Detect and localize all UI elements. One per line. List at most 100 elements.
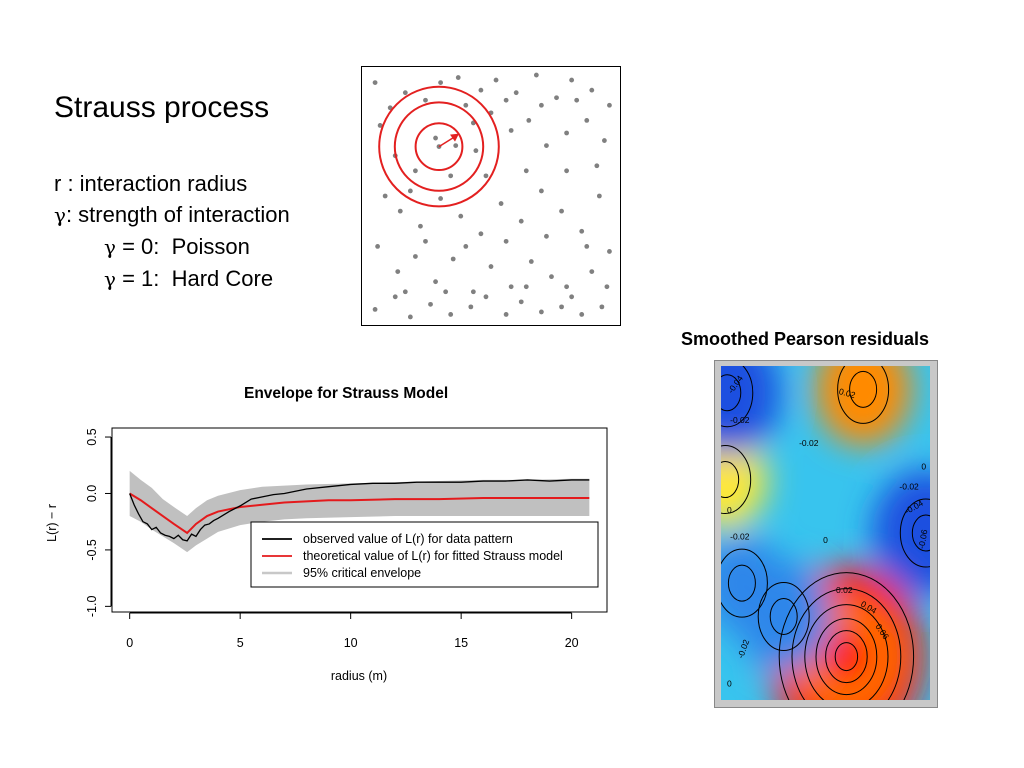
pattern-point — [607, 249, 612, 254]
pattern-point — [478, 231, 484, 237]
point-pattern-chart — [361, 66, 621, 326]
pattern-point — [569, 294, 575, 300]
contour-line — [778, 572, 915, 700]
bullet-interaction-radius: r : interaction radius — [54, 168, 290, 199]
pattern-point — [564, 284, 569, 290]
radius-arrow — [438, 133, 459, 148]
contour-label: -0.02 — [899, 482, 919, 492]
x-axis: 0 5 10 15 20 — [126, 612, 579, 650]
contour-line — [769, 598, 798, 635]
heatmap-blob — [721, 534, 784, 633]
pattern-point — [503, 238, 509, 244]
pattern-point — [453, 143, 459, 148]
legend-label-envelope: 95% critical envelope — [303, 566, 421, 580]
pattern-point — [488, 264, 494, 269]
pattern-point — [372, 80, 378, 85]
contour-line — [727, 564, 756, 602]
contour-line — [837, 366, 890, 424]
contour-line — [849, 370, 878, 408]
pattern-point — [483, 173, 489, 179]
pattern-point — [418, 223, 423, 229]
pattern-point — [438, 80, 443, 85]
contour-label: -0.02 — [799, 438, 819, 448]
y-axis-label: L(r) − r — [45, 504, 59, 542]
contour-line — [815, 618, 878, 696]
y-tick-label: 0.0 — [85, 485, 99, 502]
heatmap-blob — [819, 625, 874, 688]
x-tick-label: 10 — [344, 636, 358, 650]
y-tick-label: -0.5 — [85, 539, 99, 561]
theoretical-line — [129, 492, 590, 535]
x-tick-label: 20 — [565, 636, 579, 650]
y-tick-label: 0.5 — [85, 428, 99, 445]
pattern-point — [574, 97, 580, 103]
residuals-heatmap: -0.04-0.020.02-0.020-0.02-0.04-0.060-0.0… — [714, 360, 938, 708]
pattern-point — [402, 90, 408, 96]
contour-line — [757, 582, 810, 651]
pattern-point — [544, 233, 549, 239]
radius-arrow-line — [438, 135, 456, 148]
contour-line — [721, 445, 752, 515]
pattern-point — [544, 143, 549, 148]
contour-label: 0 — [727, 505, 732, 515]
pattern-point — [539, 102, 544, 108]
pattern-points — [372, 72, 612, 320]
pattern-point — [423, 238, 428, 244]
pattern-point — [579, 228, 585, 234]
y-axis: -1.0 -0.5 0.0 0.5 — [85, 428, 112, 618]
contour-line — [721, 366, 754, 428]
legend-box — [250, 521, 599, 588]
contour-line — [825, 630, 868, 684]
y-tick-label: -1.0 — [85, 596, 99, 618]
pattern-point — [433, 135, 438, 141]
pattern-point — [559, 304, 564, 310]
pattern-point — [539, 309, 544, 315]
legend-label-theoretical: theoretical value of L(r) for fitted Str… — [303, 549, 563, 563]
pattern-point — [559, 208, 564, 214]
pattern-point — [599, 304, 605, 310]
bullet-poisson: γ = 0: Poisson — [54, 231, 290, 263]
pattern-point — [533, 72, 539, 78]
pattern-point — [518, 299, 524, 305]
contour-line — [834, 642, 859, 672]
pattern-point — [438, 196, 443, 201]
contour-line — [721, 548, 768, 618]
pattern-point — [458, 213, 464, 219]
pattern-point — [483, 294, 489, 300]
pattern-point — [397, 208, 403, 214]
contour-label: 0 — [823, 535, 828, 545]
gamma-symbol: γ — [104, 267, 116, 291]
pattern-point — [395, 269, 401, 274]
pattern-point — [372, 307, 378, 312]
slide-text: Strauss process r : interaction radius γ… — [54, 88, 290, 295]
contour-label: 0.02 — [836, 585, 853, 595]
pattern-point — [478, 87, 484, 93]
pattern-point — [375, 244, 380, 249]
contour-label: -0.06 — [916, 528, 929, 549]
pattern-point — [508, 284, 514, 290]
contour-label: -0.02 — [730, 415, 750, 425]
pattern-point — [433, 279, 438, 285]
contour-label: -0.02 — [730, 532, 750, 542]
contour-label: 0 — [921, 462, 926, 472]
pattern-point — [382, 193, 388, 199]
pattern-point — [493, 77, 499, 83]
pattern-point — [423, 97, 428, 103]
heatmap-field: -0.04-0.020.02-0.020-0.02-0.04-0.060-0.0… — [721, 366, 930, 700]
bullet-text: r : interaction radius — [54, 171, 248, 196]
pattern-point — [508, 128, 514, 133]
contour-line — [911, 514, 930, 552]
pattern-point — [455, 75, 461, 80]
heatmap-blob — [815, 366, 911, 446]
contour-line — [721, 461, 740, 499]
heatmap-blob — [721, 366, 781, 456]
pattern-point — [498, 201, 504, 206]
pattern-point — [513, 90, 519, 96]
pattern-point — [539, 188, 544, 194]
contour-line — [804, 604, 889, 700]
interaction-circle — [393, 101, 485, 192]
legend: observed value of L(r) for data pattern … — [250, 521, 599, 588]
pattern-point — [503, 97, 509, 103]
contour-line — [721, 374, 742, 412]
pattern-point — [523, 168, 529, 174]
